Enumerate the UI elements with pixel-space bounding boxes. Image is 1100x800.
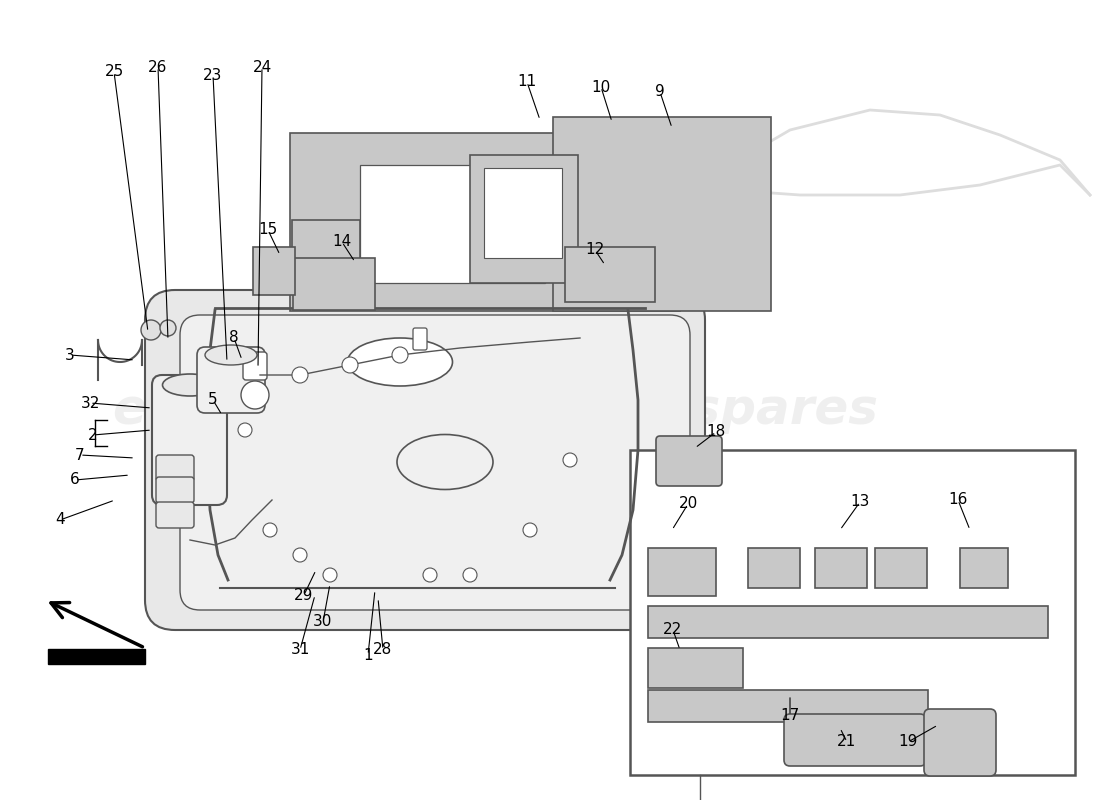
Bar: [484, 168, 562, 258]
Bar: [648, 690, 928, 722]
Text: eurospares: eurospares: [112, 386, 428, 434]
Circle shape: [263, 523, 277, 537]
Bar: [290, 133, 680, 311]
Bar: [48, 649, 145, 664]
Text: 22: 22: [663, 622, 683, 638]
Text: 12: 12: [585, 242, 605, 258]
Bar: [648, 606, 1048, 638]
Text: 6: 6: [70, 473, 80, 487]
Ellipse shape: [348, 338, 452, 386]
Bar: [648, 548, 716, 596]
Bar: [748, 548, 800, 588]
Text: 24: 24: [252, 59, 272, 74]
Text: 17: 17: [780, 709, 800, 723]
Text: 29: 29: [295, 587, 313, 602]
FancyBboxPatch shape: [156, 477, 194, 503]
Circle shape: [141, 320, 161, 340]
Text: 19: 19: [899, 734, 917, 750]
Bar: [293, 258, 375, 310]
Text: 4: 4: [55, 513, 65, 527]
Text: 2: 2: [88, 427, 98, 442]
FancyBboxPatch shape: [145, 290, 705, 630]
Bar: [292, 220, 360, 280]
Text: 23: 23: [204, 67, 222, 82]
Text: 13: 13: [850, 494, 870, 510]
Text: 8: 8: [229, 330, 239, 346]
Text: 28: 28: [373, 642, 393, 658]
Text: 26: 26: [148, 59, 167, 74]
Bar: [565, 247, 654, 302]
Circle shape: [342, 357, 358, 373]
Text: 1: 1: [363, 647, 373, 662]
FancyBboxPatch shape: [243, 352, 267, 380]
Bar: [960, 548, 1008, 588]
Bar: [630, 450, 1075, 775]
FancyBboxPatch shape: [180, 315, 690, 610]
Ellipse shape: [397, 434, 493, 490]
Circle shape: [392, 347, 408, 363]
Ellipse shape: [163, 374, 218, 396]
Ellipse shape: [205, 345, 257, 365]
Text: 5: 5: [208, 393, 218, 407]
Text: 9: 9: [656, 85, 664, 99]
FancyBboxPatch shape: [197, 347, 265, 413]
Circle shape: [160, 320, 176, 336]
Text: 14: 14: [332, 234, 352, 250]
Text: 30: 30: [314, 614, 332, 630]
Circle shape: [238, 423, 252, 437]
Circle shape: [424, 568, 437, 582]
Circle shape: [323, 568, 337, 582]
Bar: [815, 548, 867, 588]
Text: 32: 32: [80, 395, 100, 410]
Text: 21: 21: [837, 734, 857, 750]
Bar: [470, 155, 578, 283]
Text: 20: 20: [679, 497, 697, 511]
Circle shape: [241, 381, 270, 409]
Bar: [874, 548, 927, 588]
Bar: [360, 165, 544, 283]
FancyBboxPatch shape: [656, 436, 722, 486]
Circle shape: [522, 523, 537, 537]
Text: eurospares: eurospares: [562, 386, 878, 434]
Circle shape: [463, 568, 477, 582]
Circle shape: [293, 548, 307, 562]
Bar: [553, 117, 771, 311]
FancyBboxPatch shape: [156, 502, 194, 528]
Circle shape: [292, 367, 308, 383]
FancyBboxPatch shape: [152, 375, 227, 505]
Text: 16: 16: [948, 493, 968, 507]
FancyBboxPatch shape: [412, 328, 427, 350]
Text: 15: 15: [258, 222, 277, 238]
FancyBboxPatch shape: [784, 714, 926, 766]
Text: 11: 11: [517, 74, 537, 90]
Circle shape: [563, 453, 578, 467]
Text: 25: 25: [104, 65, 123, 79]
Text: 18: 18: [706, 425, 726, 439]
Text: 10: 10: [592, 79, 611, 94]
FancyBboxPatch shape: [156, 455, 194, 481]
Text: 7: 7: [75, 447, 85, 462]
Text: 31: 31: [290, 642, 310, 658]
Bar: [253, 247, 295, 295]
Bar: [648, 648, 742, 688]
FancyBboxPatch shape: [924, 709, 996, 776]
Text: 3: 3: [65, 347, 75, 362]
